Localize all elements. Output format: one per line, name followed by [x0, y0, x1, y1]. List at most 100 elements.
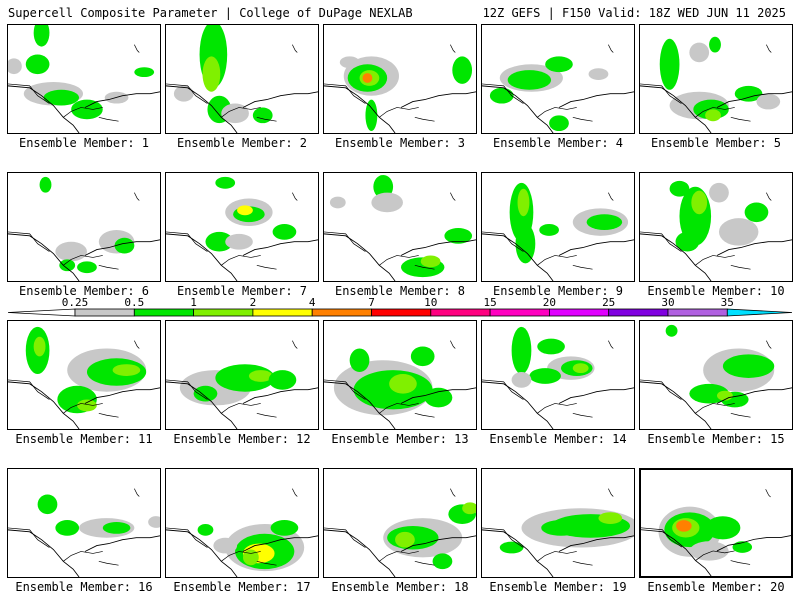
scp-map — [324, 44, 476, 133]
scp-map — [482, 488, 634, 577]
scp-contour — [71, 99, 103, 120]
legend-tick-label: 25 — [602, 296, 615, 309]
coastline — [766, 44, 772, 53]
scp-map — [166, 176, 318, 281]
coastline — [166, 529, 318, 577]
coastline — [8, 233, 160, 281]
border-line — [8, 231, 50, 252]
scp-contour — [489, 87, 514, 104]
scp-contour — [37, 494, 58, 515]
header-valid-time: 12Z GEFS | F150 Valid: 18Z WED JUN 11 20… — [482, 6, 786, 20]
scp-contour — [669, 180, 690, 197]
legend-tick-label: 10 — [424, 296, 437, 309]
scp-contour — [499, 541, 524, 554]
scp-map — [8, 25, 160, 133]
scp-contour — [744, 202, 769, 223]
coastline — [537, 107, 593, 122]
scp-map — [641, 489, 791, 576]
scp-contour — [665, 324, 678, 337]
scp-map — [324, 174, 476, 281]
scp-contour — [410, 346, 435, 367]
legend-tick-label: 1 — [190, 296, 197, 309]
scp-contour — [424, 387, 453, 408]
coastline — [221, 255, 277, 270]
ensemble-panel — [639, 320, 793, 430]
scp-contour — [734, 85, 763, 102]
coastline — [641, 529, 791, 576]
coastline — [608, 340, 614, 349]
ensemble-panel — [481, 468, 635, 578]
scp-contour — [193, 385, 218, 402]
scp-map — [640, 324, 792, 429]
coastline — [537, 551, 593, 566]
scp-map — [482, 44, 634, 133]
scp-contour — [537, 338, 565, 355]
scp-contour — [329, 196, 346, 209]
scp-contour — [221, 103, 249, 124]
ensemble-panel — [165, 468, 319, 578]
coastline — [63, 551, 119, 566]
scp-contour — [248, 370, 273, 382]
coastline — [640, 85, 792, 133]
ensemble-member-label: Ensemble Member: 8 — [334, 284, 466, 298]
coastline — [640, 381, 792, 429]
scp-contour — [659, 38, 680, 90]
ensemble-member-label: Ensemble Member: 15 — [647, 432, 785, 446]
scp-map — [640, 180, 792, 281]
coastline — [695, 403, 751, 418]
border-line — [324, 231, 366, 252]
ensemble-panel — [481, 24, 635, 134]
ensemble-member-label: Ensemble Member: 16 — [15, 580, 153, 594]
scp-contour — [689, 42, 710, 63]
scp-contour — [33, 25, 50, 47]
scp-contour — [112, 364, 141, 376]
ensemble-panel — [481, 320, 635, 430]
ensemble-panel — [481, 172, 635, 282]
scp-contour — [529, 368, 561, 384]
legend-tick-label: 0.25 — [62, 296, 89, 309]
legend-swatch — [311, 308, 372, 317]
legend-tick-label: 0.5 — [124, 296, 144, 309]
coastline — [324, 529, 476, 577]
coastline — [324, 233, 476, 281]
border-line — [166, 231, 208, 252]
coastline — [482, 85, 634, 133]
coastline — [166, 381, 318, 429]
border-line — [641, 527, 683, 548]
color-legend: 0.25 0.5 1 2 4 7 10 15 20 25 30 35 — [8, 296, 792, 317]
scp-contour — [148, 516, 160, 528]
scp-contour — [709, 182, 729, 203]
scp-contour — [722, 354, 775, 378]
scp-contour — [173, 85, 194, 102]
scp-contour — [689, 541, 729, 561]
coastline — [63, 107, 119, 122]
coastline — [134, 340, 140, 349]
border-line — [8, 527, 50, 548]
coastline — [640, 233, 792, 281]
ensemble-member-label: Ensemble Member: 5 — [650, 136, 782, 150]
scp-map — [8, 488, 160, 577]
legend-swatch — [371, 308, 432, 317]
scp-contour — [511, 372, 532, 388]
ensemble-member-label: Ensemble Member: 4 — [492, 136, 624, 150]
ensemble-panel — [323, 320, 477, 430]
coastline — [450, 488, 456, 497]
ensemble-panel — [7, 172, 161, 282]
scp-contour — [215, 176, 236, 189]
coastline — [221, 107, 277, 122]
scp-contour — [586, 214, 623, 230]
coastline — [450, 44, 456, 53]
scp-contour — [39, 176, 52, 193]
legend-under-arrow — [8, 308, 76, 317]
scp-map — [482, 326, 634, 429]
ensemble-member-label: Ensemble Member: 13 — [331, 432, 469, 446]
scp-contour — [365, 99, 378, 132]
coastline — [379, 551, 435, 566]
scp-contour — [507, 70, 552, 90]
scp-contour — [237, 205, 253, 216]
scp-contour — [59, 259, 76, 272]
scp-contour — [709, 36, 721, 53]
scp-contour — [675, 231, 700, 252]
scp-contour — [339, 56, 360, 69]
coastline — [537, 403, 593, 418]
